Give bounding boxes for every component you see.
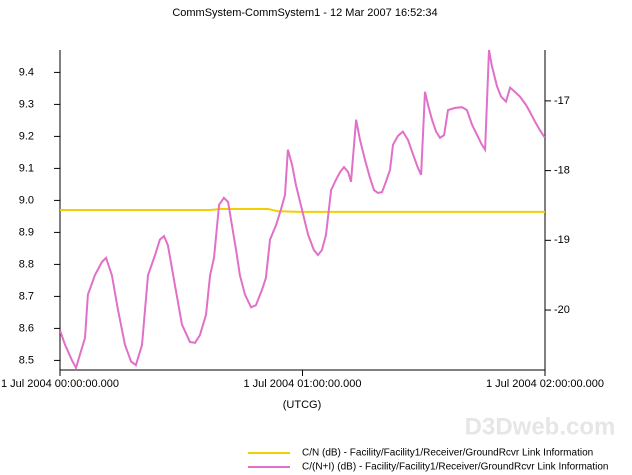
y-tick-label: 9.1 [19,162,34,174]
y2-tick-label: -20 [554,304,570,316]
y2-tick-label: -18 [554,165,570,177]
y-tick-label: 9.3 [19,98,34,110]
y2-tick-label: -17 [554,95,570,107]
chart-title: CommSystem-CommSystem1 - 12 Mar 2007 16:… [172,7,437,19]
watermark: D3Dweb.com [465,413,616,440]
legend-label: C/N (dB) - Facility/Facility1/Receiver/G… [302,448,593,459]
y-tick-label: 9.0 [19,194,34,206]
legend-label: C/(N+I) (dB) - Facility/Facility1/Receiv… [302,462,608,473]
y-tick-label: 8.8 [19,258,34,270]
y-tick-label: 8.7 [19,290,34,302]
y-tick-label: 9.4 [19,66,34,78]
y-tick-label: 8.5 [19,354,34,366]
x-axis-label: (UTCG) [283,399,322,411]
x-tick-label: 1 Jul 2004 00:00:00.000 [1,378,119,390]
y2-tick-label: -19 [554,234,570,246]
series-line [60,208,545,213]
y-tick-label: 8.6 [19,322,34,334]
y-tick-label: 9.2 [19,130,34,142]
x-tick-label: 1 Jul 2004 02:00:00.000 [486,378,604,390]
x-tick-label: 1 Jul 2004 01:00:00.000 [243,378,361,390]
y-tick-label: 8.9 [19,226,34,238]
series-line [60,49,545,371]
